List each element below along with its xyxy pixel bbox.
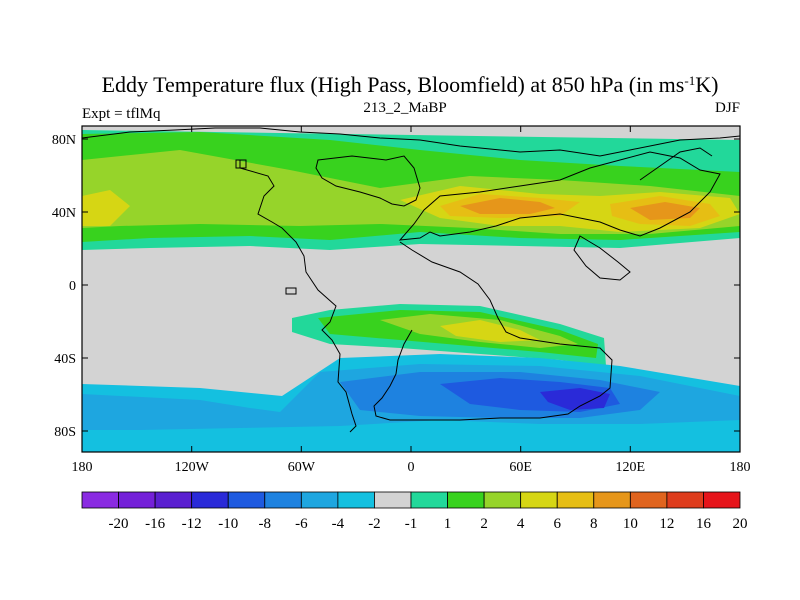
colorbar-swatch — [593, 491, 631, 509]
colorbar-label: -4 — [332, 516, 345, 532]
colorbar-swatch — [154, 491, 193, 509]
chart-title: Eddy Temperature flux (High Pass, Bloomf… — [102, 72, 719, 97]
colorbar-label: 20 — [733, 516, 748, 532]
colorbar-swatch — [337, 491, 375, 509]
coastline-greenland — [315, 155, 421, 207]
coastline-island-2 — [235, 159, 247, 169]
x-tick-label: 120E — [616, 460, 646, 475]
colorbar-swatch — [703, 491, 741, 509]
x-axis: 180 120W 60W 0 60E 120E 180 — [72, 126, 751, 475]
coastline-india-asia — [573, 235, 631, 281]
colorbar-swatch — [410, 491, 448, 509]
map-field — [82, 126, 740, 452]
colorbar-label: 10 — [623, 516, 638, 532]
colorbar-label: 8 — [590, 516, 598, 532]
y-axis: 80N 40N 0 40S 80S — [52, 133, 740, 440]
coastline-americas — [239, 160, 357, 433]
coastline-island-1 — [285, 287, 297, 295]
x-tick-label: 180 — [730, 460, 751, 475]
y-tick-label: 40N — [52, 206, 76, 221]
coastlines — [82, 127, 740, 433]
experiment-label: Expt = tflMq — [82, 106, 161, 122]
colorbar-swatch — [227, 491, 266, 509]
coastline-north-america — [82, 127, 740, 157]
y-tick-label: 80S — [54, 425, 76, 440]
colorbar-label: -1 — [405, 516, 418, 532]
chart-title-main: Eddy Temperature flux (High Pass, Bloomf… — [102, 72, 685, 97]
colorbar-label: -10 — [218, 516, 238, 532]
colorbar-label: -12 — [182, 516, 202, 532]
coastline-eurasia — [398, 151, 721, 241]
colorbar-label: 2 — [480, 516, 488, 532]
colorbar-label: 4 — [517, 516, 525, 532]
colorbar-label: -8 — [259, 516, 272, 532]
run-label: 213_2_MaBP — [363, 100, 446, 116]
colorbar-label: 12 — [659, 516, 674, 532]
sh-neg-blue4 — [540, 388, 610, 410]
colorbar-swatch — [374, 491, 412, 509]
coastline-africa-europe — [373, 241, 613, 421]
nh-band-darkorange — [460, 198, 700, 220]
colorbar-swatch — [191, 491, 229, 509]
colorbar-swatch — [118, 491, 156, 509]
colorbar-swatch — [300, 491, 339, 509]
x-tick-label: 120W — [175, 460, 210, 475]
sh-band-yellow — [440, 320, 540, 342]
colorbar-swatch — [483, 491, 522, 509]
chart-title-sup: -1 — [684, 73, 695, 88]
colorbar-swatch — [447, 491, 485, 509]
season-label: DJF — [715, 100, 740, 116]
colorbar-swatch — [264, 491, 302, 509]
x-tick-label: 0 — [408, 460, 415, 475]
y-tick-label: 0 — [69, 279, 76, 294]
colorbar-label: 1 — [444, 516, 452, 532]
colorbar-swatch — [666, 491, 704, 509]
colorbar-label: -16 — [145, 516, 165, 532]
colorbar-label: 16 — [696, 516, 712, 532]
x-tick-label: 60W — [288, 460, 316, 475]
colorbar-swatch — [81, 491, 119, 509]
chart-title-end: K) — [695, 72, 718, 97]
colorbar-label: -6 — [295, 516, 308, 532]
nh-band-yellow — [82, 186, 740, 232]
coastline-japan — [639, 147, 713, 181]
y-tick-label: 40S — [54, 352, 76, 367]
x-tick-label: 180 — [72, 460, 93, 475]
y-tick-label: 80N — [52, 133, 76, 148]
colorbar-swatch — [520, 491, 558, 509]
x-tick-label: 60E — [509, 460, 532, 475]
colorbar-label: -20 — [109, 516, 129, 532]
colorbar-swatch — [556, 491, 595, 509]
colorbar-swatch — [629, 491, 668, 509]
colorbar-label: -2 — [368, 516, 381, 532]
colorbar-label: 6 — [553, 516, 561, 532]
colorbar: -20 -16 -12 -10 -8 -6 -4 -2 -1 1 2 4 6 8 10 12 16 20 — [81, 491, 748, 532]
